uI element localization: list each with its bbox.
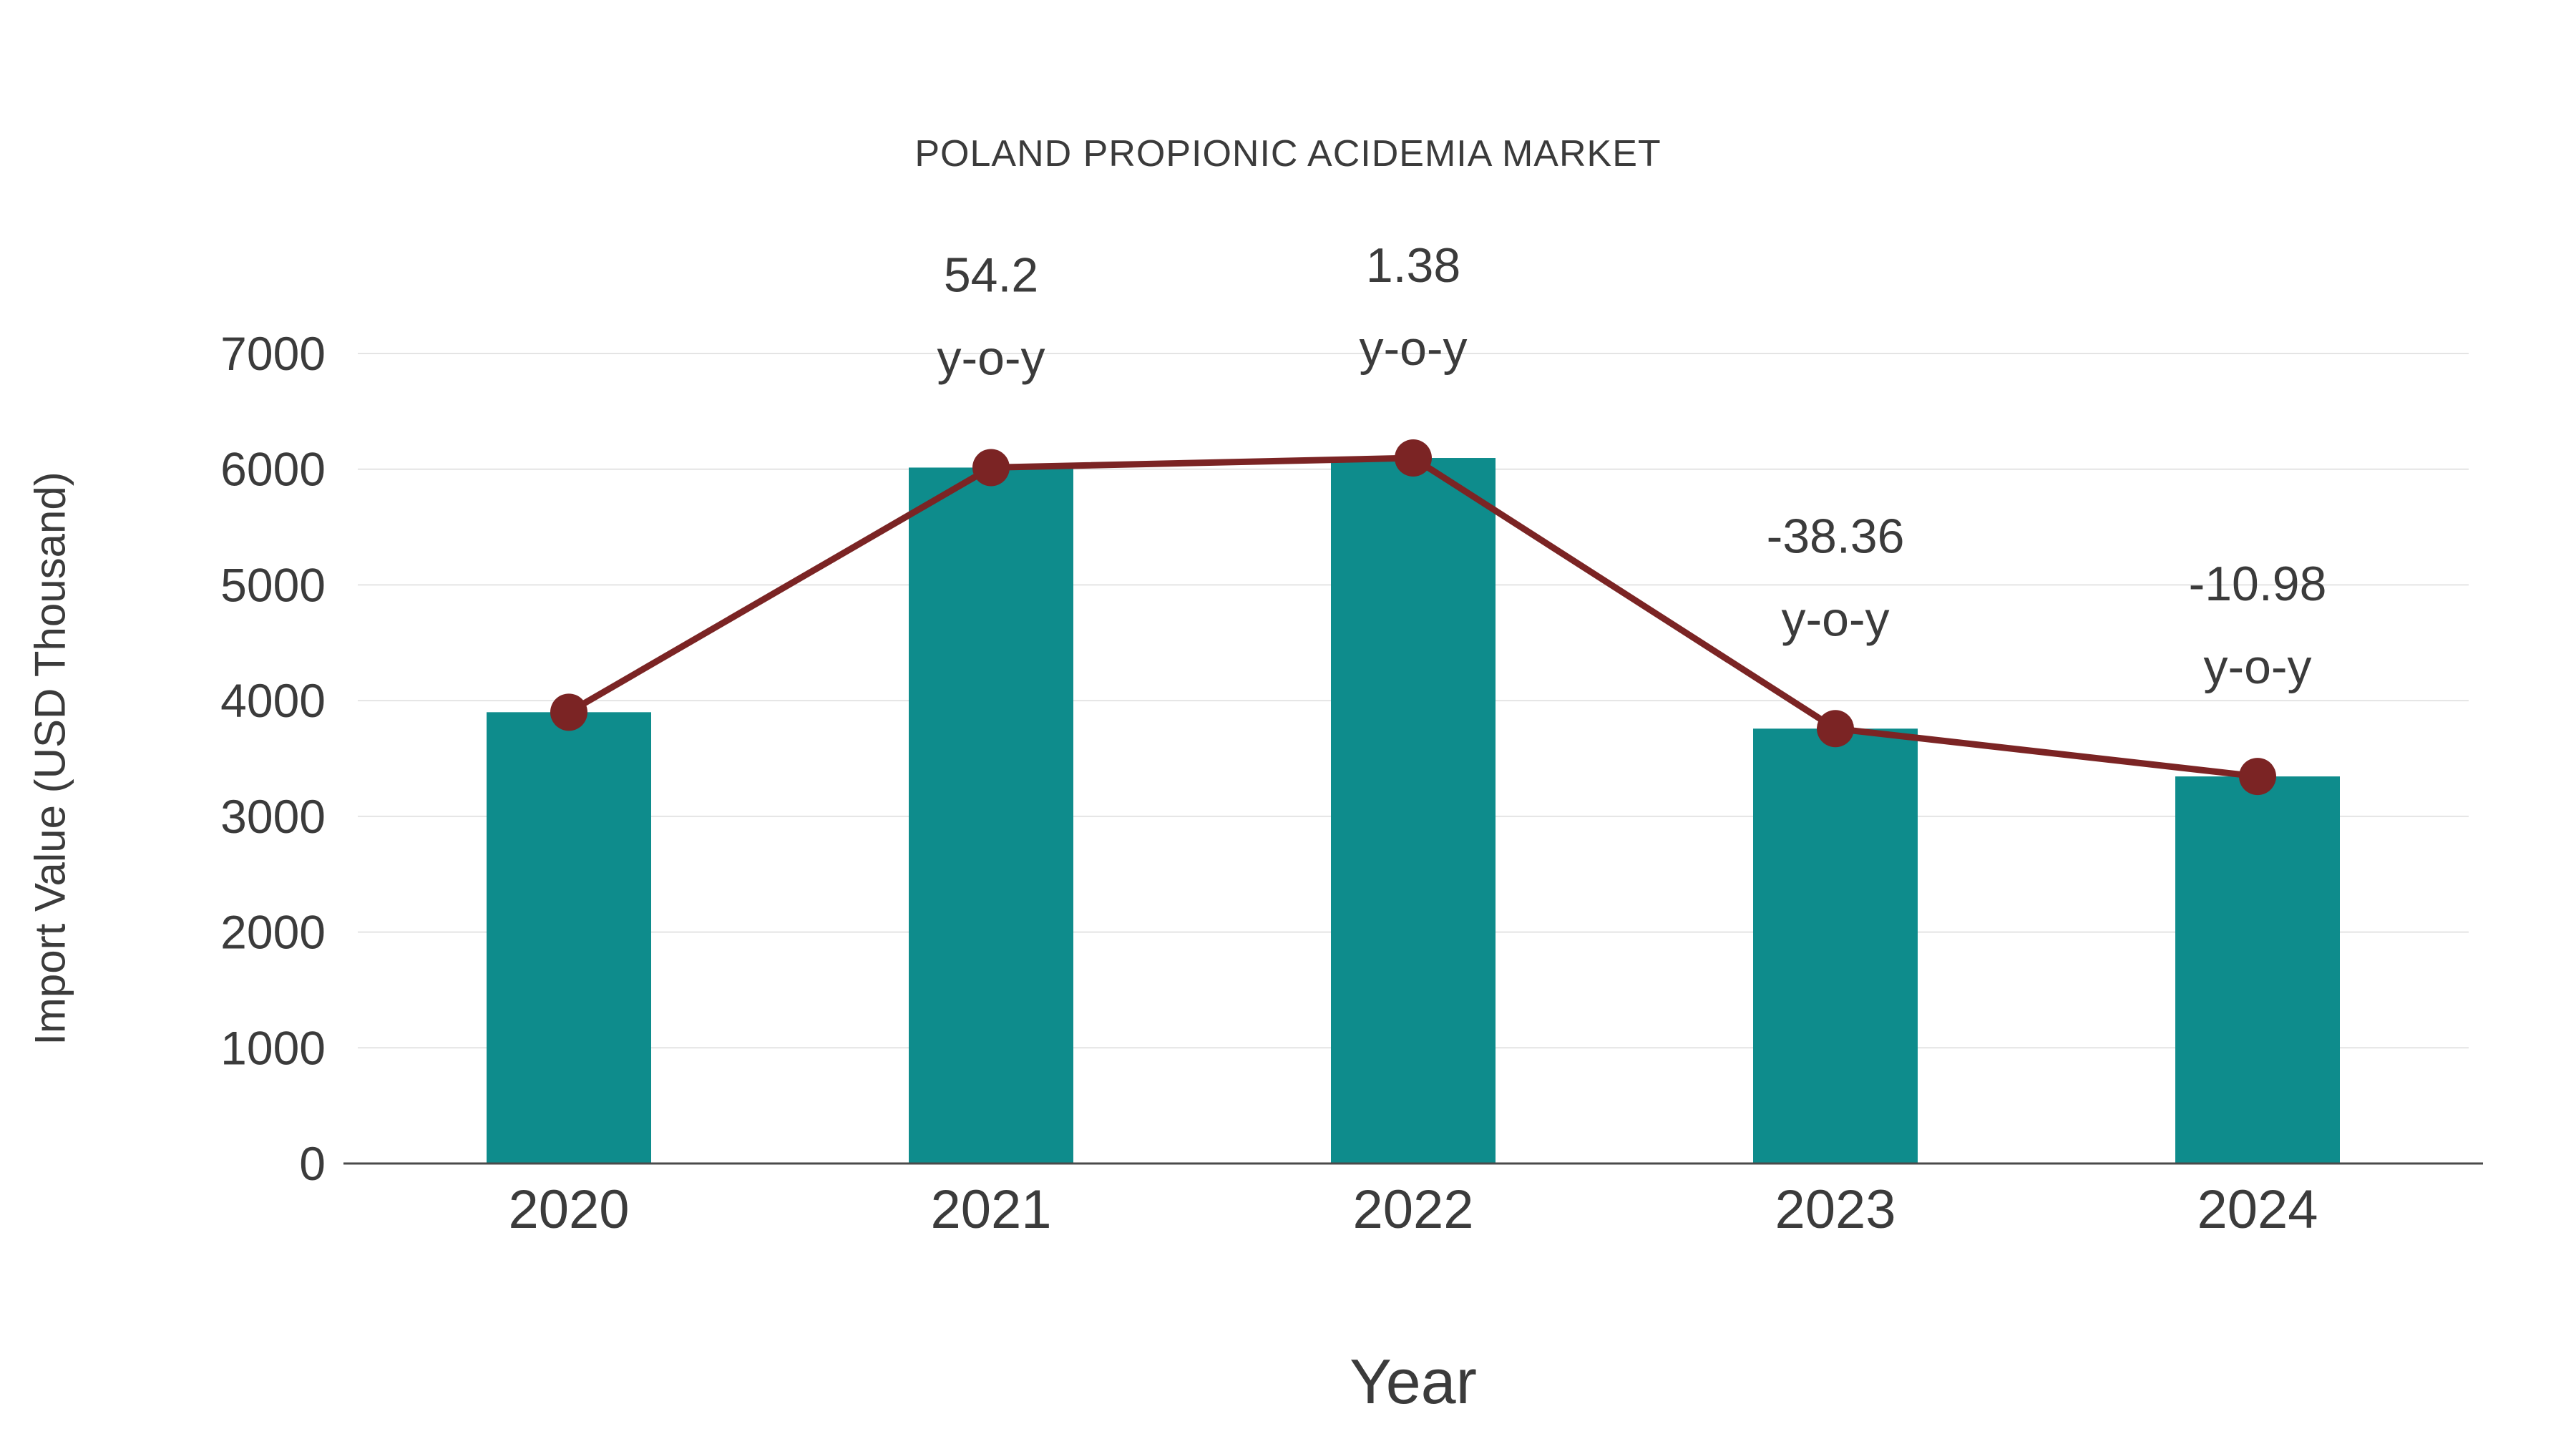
y-tick-label: 0: [299, 1137, 326, 1190]
y-tick-label: 4000: [220, 674, 326, 727]
trend-marker-2021: [972, 449, 1010, 487]
bar-2022: [1331, 458, 1496, 1163]
x-tick-label-2024: 2024: [2197, 1179, 2318, 1240]
trend-marker-2023: [1817, 710, 1854, 748]
annotation-value-2021: 54.2: [944, 248, 1038, 302]
x-tick-label-2023: 2023: [1775, 1179, 1896, 1240]
annotation-value-2022: 1.38: [1366, 238, 1460, 293]
trend-marker-2022: [1395, 439, 1432, 477]
annotation-value-2023: -38.36: [1767, 509, 1905, 563]
annotation-label-2021: y-o-y: [937, 331, 1045, 385]
y-tick-label: 6000: [220, 443, 326, 496]
bar-2020: [487, 712, 651, 1163]
x-axis-title: Year: [1350, 1346, 1477, 1417]
y-tick-label: 3000: [220, 790, 326, 843]
y-tick-label: 7000: [220, 327, 326, 380]
x-tick-label-2022: 2022: [1352, 1179, 1473, 1240]
bar-2024: [2175, 776, 2340, 1163]
annotation-label-2022: y-o-y: [1359, 321, 1467, 376]
annotation-value-2024: -10.98: [2189, 557, 2327, 611]
trend-marker-2020: [550, 693, 587, 731]
trend-marker-2024: [2239, 758, 2276, 796]
x-tick-label-2020: 2020: [508, 1179, 629, 1240]
bar-2021: [909, 467, 1073, 1163]
y-tick-label: 5000: [220, 558, 326, 611]
x-tick-label-2021: 2021: [930, 1179, 1051, 1240]
chart-title: POLAND PROPIONIC ACIDEMIA MARKET: [914, 133, 1662, 175]
annotation-label-2023: y-o-y: [1781, 592, 1889, 646]
y-tick-label: 1000: [220, 1021, 326, 1074]
annotation-label-2024: y-o-y: [2203, 640, 2311, 694]
y-tick-label: 2000: [220, 906, 326, 959]
bar-2023: [1753, 728, 1918, 1163]
